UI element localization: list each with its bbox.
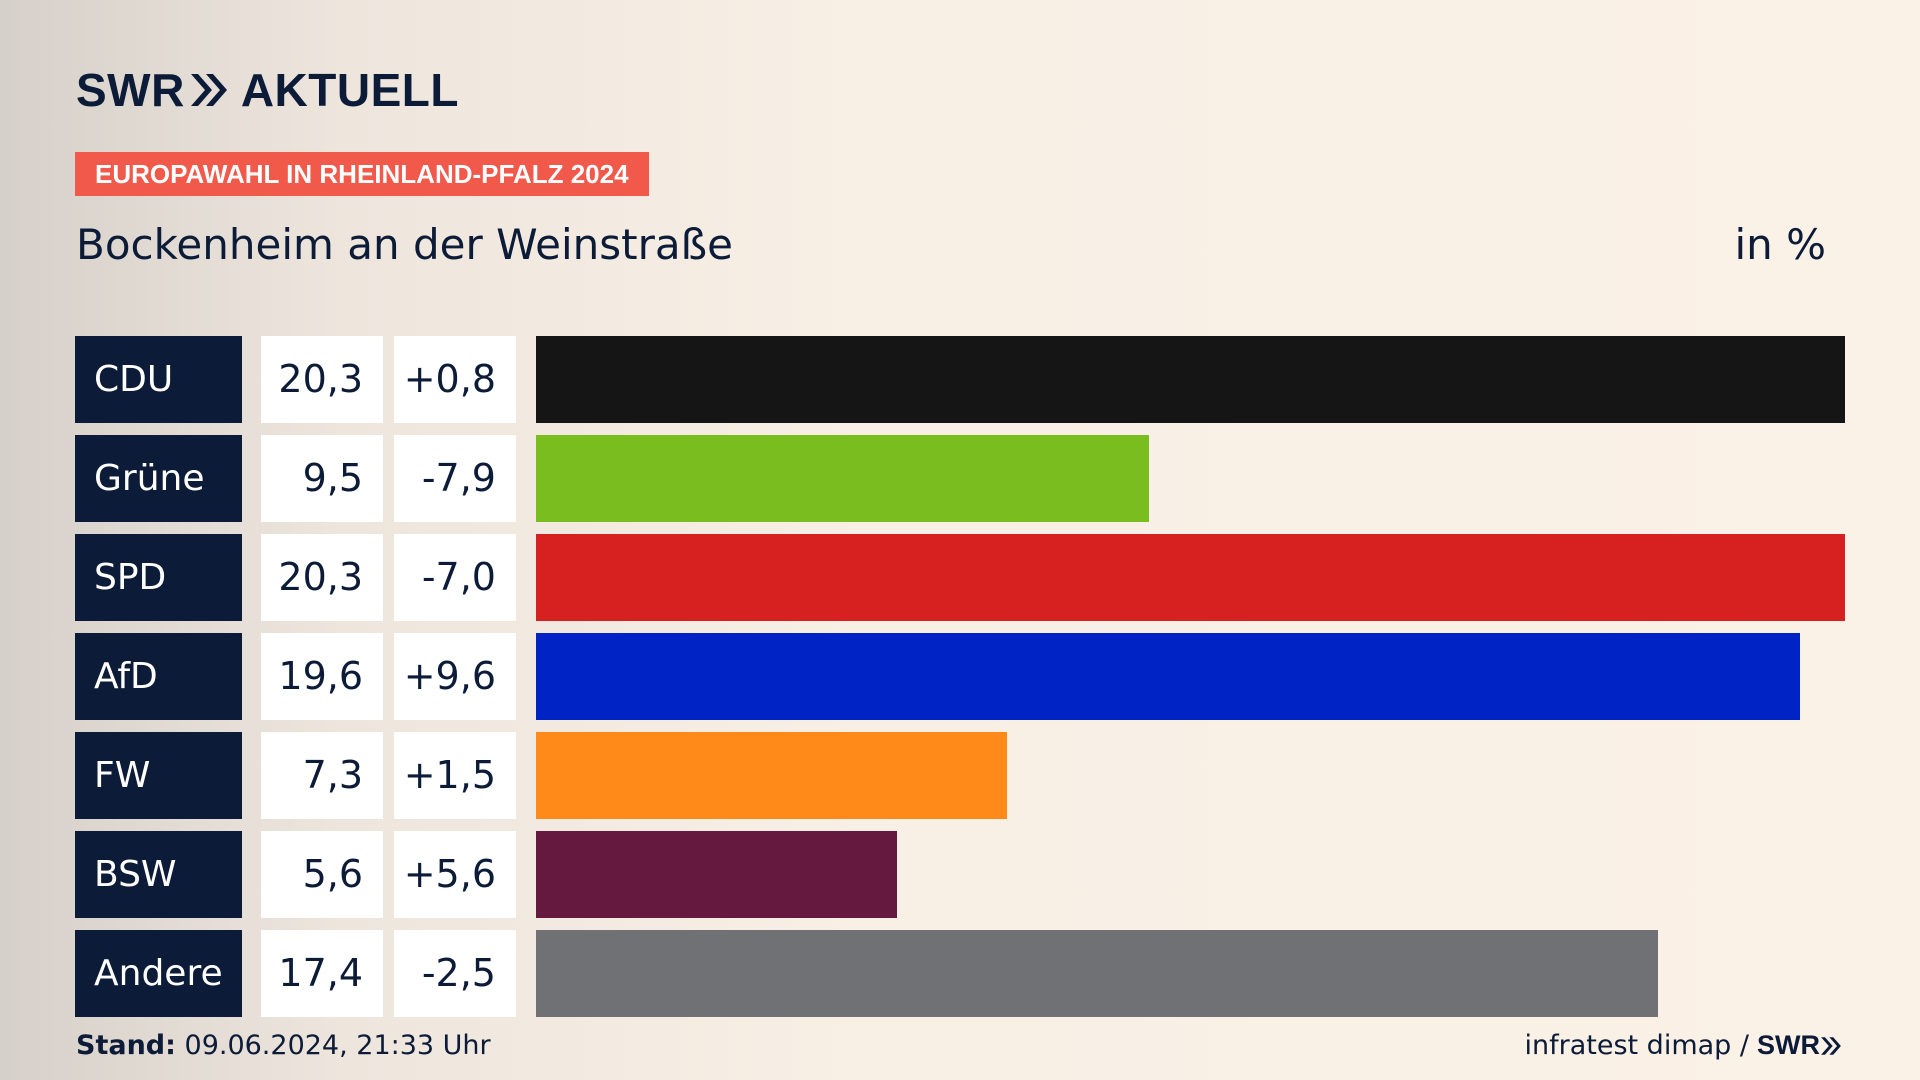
chart-row: SPD 20,3 -7,0	[75, 534, 1845, 621]
source-label: infratest dimap /	[1524, 1030, 1749, 1061]
bar	[536, 732, 1007, 819]
vote-change-value: -2,5	[394, 930, 516, 1017]
bar	[536, 336, 1845, 423]
unit-label: in %	[1734, 220, 1826, 269]
bar	[536, 930, 1658, 1017]
source-brand-name: SWR	[1757, 1030, 1820, 1060]
results-chart: CDU 20,3 +0,8 Grüne 9,5 -7,9 SPD 20,3 -7,0 AfD 19,…	[75, 336, 1845, 1029]
vote-change-value: +0,8	[394, 336, 516, 423]
chart-row: CDU 20,3 +0,8	[75, 336, 1845, 423]
party-label: Andere	[75, 930, 242, 1017]
swr-aktuell-logo: SWR AKTUELL	[76, 64, 459, 116]
party-label: SPD	[75, 534, 242, 621]
bar	[536, 831, 897, 918]
election-kicker: EUROPAWAHL IN RHEINLAND-PFALZ 2024	[75, 152, 649, 196]
party-label: CDU	[75, 336, 242, 423]
vote-change-value: -7,0	[394, 534, 516, 621]
chart-row: BSW 5,6 +5,6	[75, 831, 1845, 918]
party-label: Grüne	[75, 435, 242, 522]
bar	[536, 534, 1845, 621]
chart-row: AfD 19,6 +9,6	[75, 633, 1845, 720]
source-brand: SWR	[1757, 1030, 1842, 1061]
vote-change-value: -7,9	[394, 435, 516, 522]
vote-share-value: 5,6	[261, 831, 383, 918]
party-label: AfD	[75, 633, 242, 720]
bar	[536, 435, 1149, 522]
bar	[536, 633, 1800, 720]
timestamp: Stand: 09.06.2024, 21:33 Uhr	[76, 1030, 491, 1061]
double-chevron-small-icon	[1821, 1036, 1841, 1055]
chart-title: Bockenheim an der Weinstraße	[76, 220, 733, 269]
double-chevron-icon	[190, 74, 227, 106]
vote-change-value: +1,5	[394, 732, 516, 819]
chart-row: FW 7,3 +1,5	[75, 732, 1845, 819]
vote-share-value: 9,5	[261, 435, 383, 522]
stand-label: Stand:	[76, 1030, 176, 1061]
party-label: FW	[75, 732, 242, 819]
vote-change-value: +9,6	[394, 633, 516, 720]
vote-share-value: 17,4	[261, 930, 383, 1017]
source-credit: infratest dimap / SWR	[1524, 1030, 1842, 1061]
brand-name: SWR	[76, 64, 185, 116]
party-label: BSW	[75, 831, 242, 918]
vote-change-value: +5,6	[394, 831, 516, 918]
vote-share-value: 19,6	[261, 633, 383, 720]
vote-share-value: 20,3	[261, 534, 383, 621]
vote-share-value: 20,3	[261, 336, 383, 423]
stand-value: 09.06.2024, 21:33 Uhr	[184, 1030, 491, 1061]
brand-product: AKTUELL	[240, 64, 459, 116]
vote-share-value: 7,3	[261, 732, 383, 819]
chart-row: Grüne 9,5 -7,9	[75, 435, 1845, 522]
chart-row: Andere 17,4 -2,5	[75, 930, 1845, 1017]
